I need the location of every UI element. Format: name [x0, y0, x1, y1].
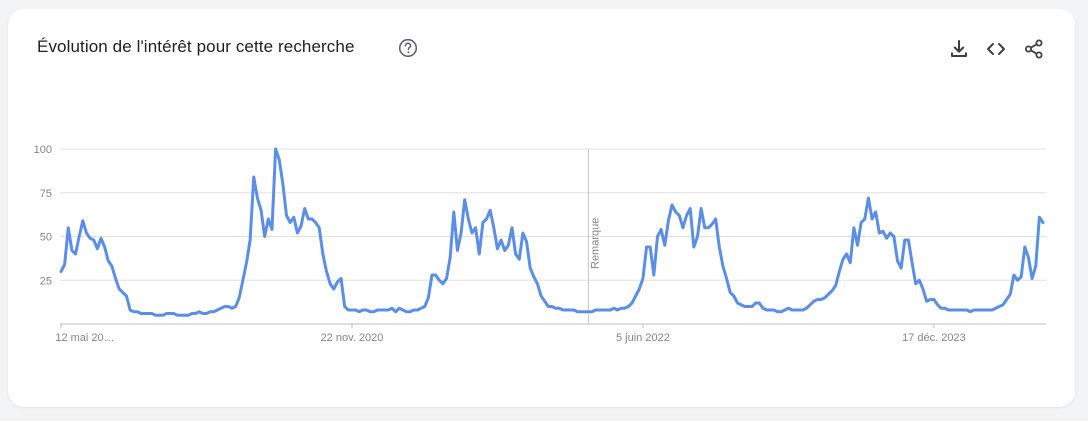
share-icon[interactable] — [1023, 38, 1045, 60]
interest-over-time-card: Évolution de l'intérêt pour cette recher… — [8, 9, 1075, 407]
embed-code-icon[interactable] — [985, 38, 1007, 60]
annotation-label: Remarque — [589, 218, 601, 269]
help-circle-icon[interactable] — [398, 38, 418, 58]
y-tick-label: 100 — [34, 144, 52, 156]
y-tick-label: 25 — [40, 275, 52, 287]
download-icon[interactable] — [948, 38, 970, 60]
y-tick-label: 50 — [40, 232, 52, 244]
x-tick-label: 22 nov. 2020 — [321, 332, 384, 344]
chart-series — [59, 147, 1045, 317]
series-line — [59, 147, 1045, 317]
interest-line-chart: 25 50 75 100 12 mai 20… 22 nov. 2020 5 juin 20… — [34, 144, 1046, 344]
y-tick-label: 75 — [40, 188, 52, 200]
chart-annotation: Remarque — [587, 149, 601, 324]
chart-grid — [60, 148, 1046, 281]
chart-axes: 25 50 75 100 12 mai 20… 22 nov. 2020 5 juin 20… — [34, 144, 1046, 344]
card-title: Évolution de l'intérêt pour cette recher… — [37, 37, 355, 56]
x-tick-label: 17 déc. 2023 — [902, 332, 966, 344]
x-tick-label: 5 juin 2022 — [616, 332, 670, 344]
x-tick-label: 12 mai 20… — [55, 332, 114, 344]
